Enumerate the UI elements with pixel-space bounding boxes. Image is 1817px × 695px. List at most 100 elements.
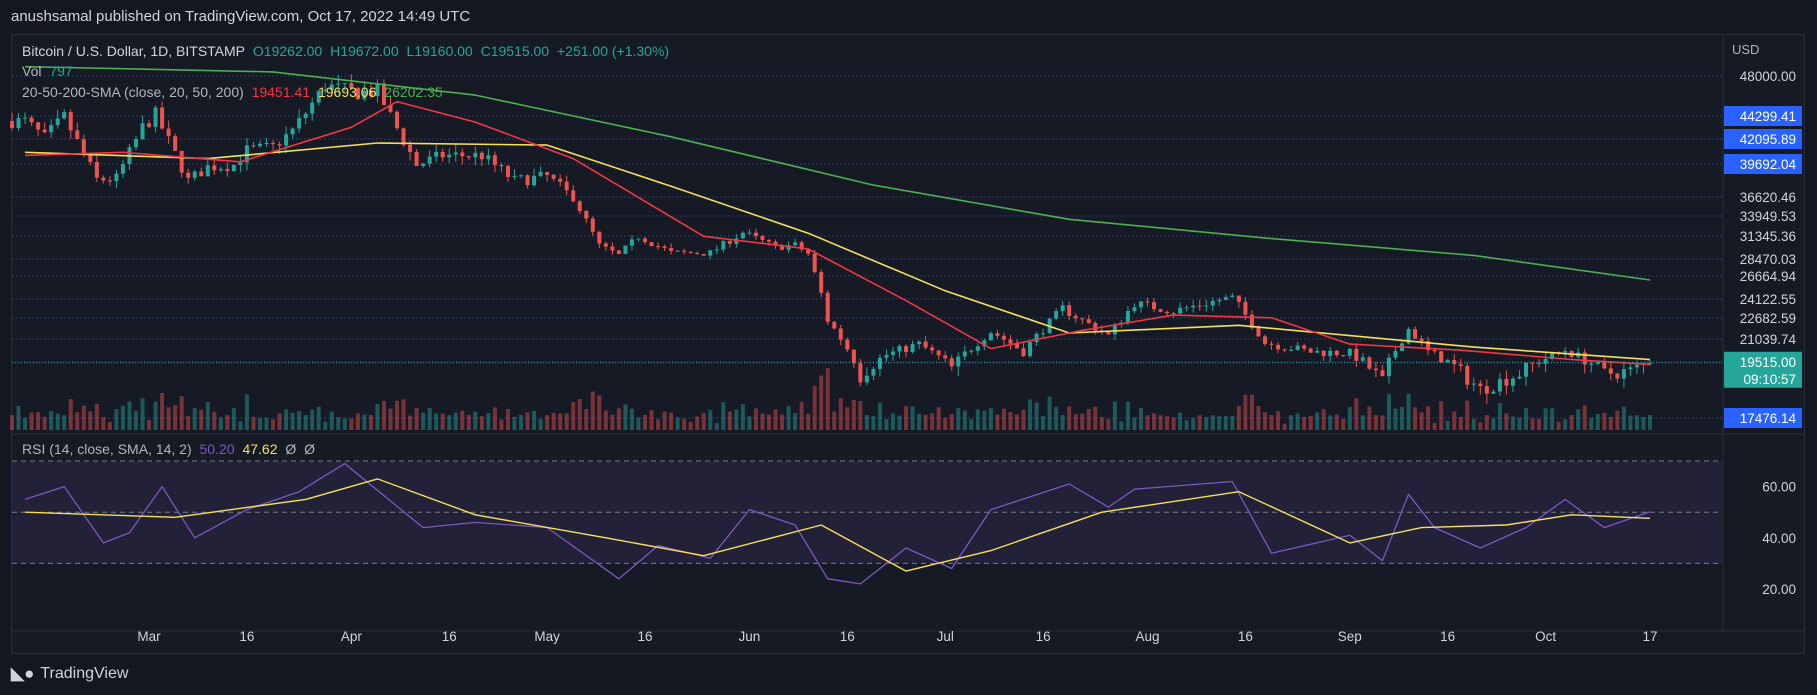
candle-body xyxy=(1458,364,1463,366)
volume-bar xyxy=(786,406,791,430)
price-tag-bg xyxy=(1724,106,1802,126)
candle-body xyxy=(877,357,882,369)
candle-body xyxy=(192,171,197,178)
time-axis-label: 16 xyxy=(840,629,855,644)
candle-body xyxy=(1302,345,1307,349)
candle-body xyxy=(747,232,752,234)
candle-body xyxy=(88,153,93,162)
volume-bar xyxy=(519,415,524,430)
candle-body xyxy=(310,102,315,114)
volume-bar xyxy=(1001,408,1006,430)
volume-bar xyxy=(88,411,93,430)
volume-bar xyxy=(94,403,99,430)
candle-body xyxy=(1621,369,1626,379)
volume-bar xyxy=(1360,415,1365,430)
volume-bar xyxy=(1380,415,1385,430)
volume-bar xyxy=(231,408,236,430)
candle-body xyxy=(492,155,497,166)
candle-body xyxy=(414,151,419,167)
candle-body xyxy=(975,346,980,351)
price-axis-label: 26664.94 xyxy=(1740,269,1797,284)
volume-bar xyxy=(114,409,119,430)
volume-legend[interactable]: Vol 797 xyxy=(22,63,77,79)
candle-body xyxy=(1484,386,1489,394)
volume-bar xyxy=(1602,412,1607,430)
candle-body xyxy=(257,143,262,147)
volume-bar xyxy=(1021,409,1026,430)
candle-body xyxy=(173,136,178,151)
candle-body xyxy=(1315,350,1320,353)
candle-body xyxy=(812,253,817,273)
candle-body xyxy=(1243,301,1248,315)
candle-body xyxy=(1478,383,1483,387)
candle-body xyxy=(251,145,256,147)
candle-body xyxy=(133,139,138,148)
volume-group xyxy=(10,368,1652,430)
volume-bar xyxy=(747,416,752,430)
volume-bar xyxy=(1080,413,1085,430)
price-axis: USD 48000.00 44299.41 42095.89 39692.04 36620… xyxy=(1724,42,1802,597)
volume-bar xyxy=(1452,411,1457,430)
volume-bar xyxy=(1119,421,1124,430)
rsi-legend[interactable]: RSI (14, close, SMA, 14, 2) 50.20 47.62 … xyxy=(22,441,319,457)
candle-body xyxy=(68,112,73,131)
candle-body xyxy=(1471,383,1476,385)
candle-body xyxy=(166,128,171,137)
volume-bar xyxy=(767,414,772,430)
volume-bar xyxy=(466,414,471,430)
volume-bar xyxy=(1191,418,1196,430)
price-axis-label: 42095.89 xyxy=(1740,132,1796,147)
candle-body xyxy=(701,253,706,256)
candle-body xyxy=(656,246,661,248)
volume-bar xyxy=(851,399,856,430)
volume-bar xyxy=(1595,413,1600,430)
volume-bar xyxy=(956,407,961,430)
volume-bar xyxy=(23,418,28,430)
candle-body xyxy=(1608,368,1613,374)
volume-bar xyxy=(832,411,837,430)
volume-bar xyxy=(1386,394,1391,430)
rsi-axis-label: 20.00 xyxy=(1762,582,1796,597)
volume-bar xyxy=(36,412,41,430)
volume-bar xyxy=(1510,416,1515,430)
candle-body xyxy=(1106,331,1111,335)
candle-body xyxy=(1034,333,1039,343)
tradingview-brand[interactable]: ◣● TradingView xyxy=(11,664,128,684)
sma-legend[interactable]: 20-50-200-SMA (close, 20, 50, 200) 19451… xyxy=(22,84,447,100)
volume-bar xyxy=(643,414,648,430)
candle-body xyxy=(16,118,21,128)
candle-body xyxy=(1386,357,1391,377)
price-axis-label: 24122.55 xyxy=(1740,292,1796,307)
candle-body xyxy=(1086,319,1091,324)
volume-bar xyxy=(297,410,302,430)
candle-body xyxy=(982,340,987,347)
price-tag-bg xyxy=(1724,129,1802,149)
candle-body xyxy=(623,245,628,254)
candle-body xyxy=(695,252,700,254)
candle-body xyxy=(1080,318,1085,320)
chart-frame[interactable] xyxy=(11,34,1805,654)
volume-bar xyxy=(662,411,667,430)
candle-body xyxy=(1543,358,1548,364)
candle-body xyxy=(153,107,158,127)
volume-bar xyxy=(773,409,778,430)
volume-bar xyxy=(375,404,380,430)
volume-bar xyxy=(1615,410,1620,430)
candle-body xyxy=(55,118,60,126)
volume-bar xyxy=(199,409,204,430)
candle-body xyxy=(120,164,125,174)
volume-bar xyxy=(153,401,158,430)
open-value: O19262.00 xyxy=(252,43,323,59)
volume-bar xyxy=(669,412,674,430)
candle-body xyxy=(610,246,615,251)
rsi-sma-line xyxy=(25,478,1651,572)
candle-body xyxy=(1289,349,1294,351)
volume-bar xyxy=(1321,409,1326,430)
volume-bar xyxy=(930,413,935,430)
candle-body xyxy=(545,171,550,175)
candle-body xyxy=(277,144,282,146)
candle-body xyxy=(1197,305,1202,307)
candle-body xyxy=(1517,376,1522,379)
candle-body xyxy=(147,123,152,127)
